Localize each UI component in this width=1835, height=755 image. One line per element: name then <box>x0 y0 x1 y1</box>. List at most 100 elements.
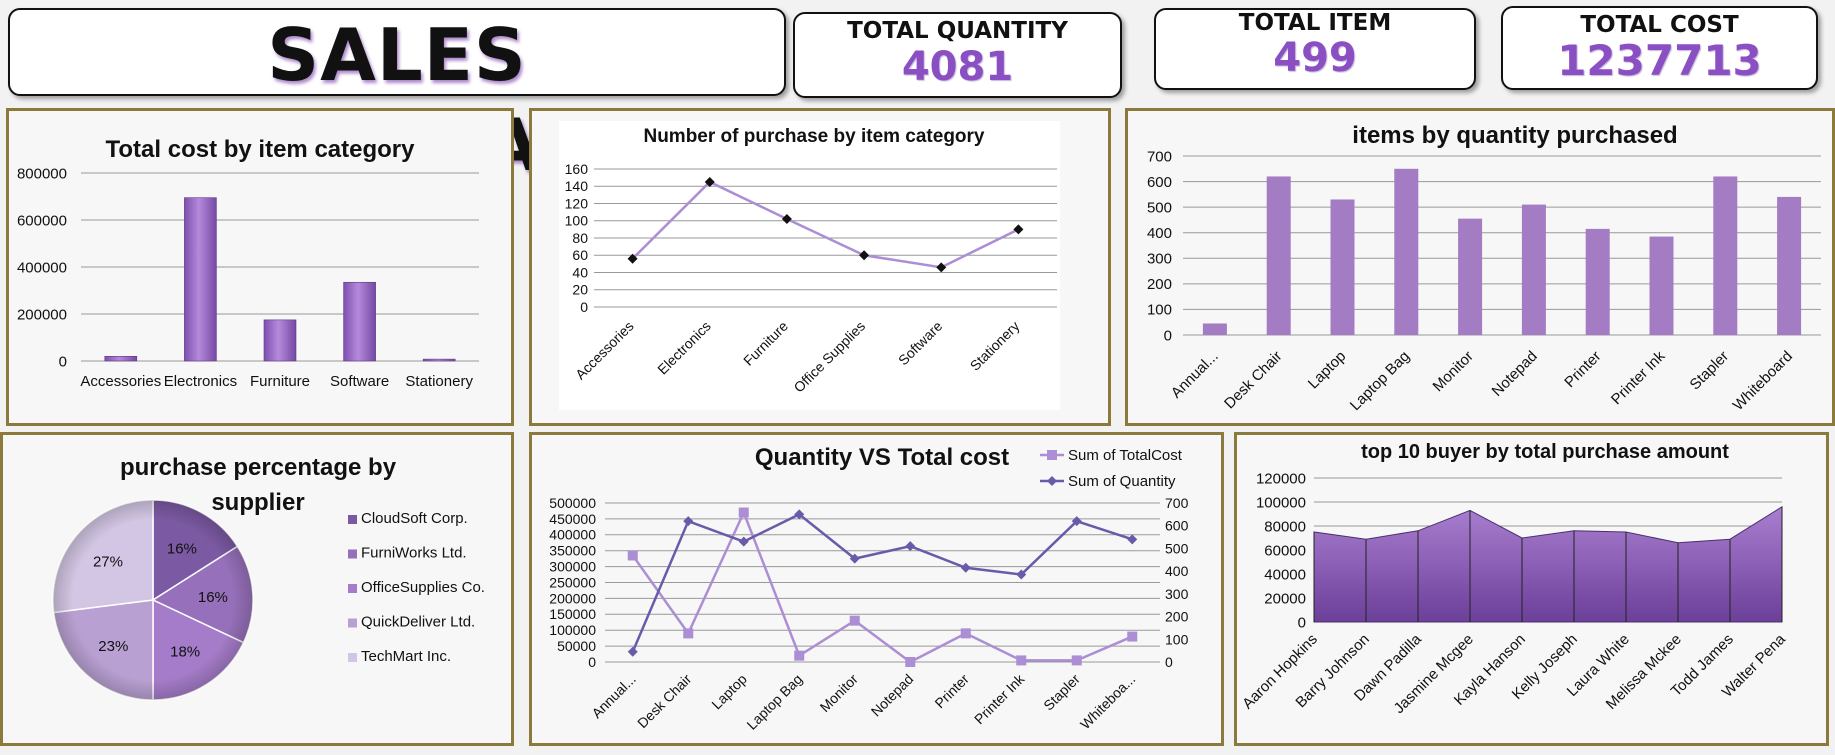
y-tick-label: 200000 <box>549 590 596 606</box>
y-tick-label: 0 <box>1298 614 1306 631</box>
bar <box>1713 176 1738 335</box>
y-tick-label: 700 <box>1147 148 1172 165</box>
legend-swatch <box>348 653 357 662</box>
panel-items-by-quantity: items by quantity purchased 0 100 200 300 400… <box>1125 108 1835 426</box>
chart-title: supplier <box>211 489 304 516</box>
data-point-total-cost <box>849 615 860 626</box>
data-point-total-cost <box>905 657 916 667</box>
y-tick-label: 400000 <box>549 527 596 543</box>
x-tick-label: Accessories <box>80 373 161 390</box>
y-tick-label: 800000 <box>17 165 67 182</box>
data-point-quantity <box>905 541 916 552</box>
kpi-total-quantity: TOTAL QUANTITY 4081 <box>793 12 1122 98</box>
chart-title: Total cost by item category <box>106 136 416 163</box>
data-point-quantity <box>960 562 971 573</box>
kpi-label: TOTAL QUANTITY <box>847 18 1068 44</box>
data-point <box>936 262 947 273</box>
y-tick-label: 0 <box>580 299 588 315</box>
legend-swatch <box>348 515 357 524</box>
data-point-quantity <box>1016 569 1027 580</box>
y-tick-label: 100000 <box>1256 494 1306 511</box>
legend-label: TechMart Inc. <box>361 648 451 665</box>
y-tick-label: 120000 <box>1256 470 1306 487</box>
y2-tick-label: 0 <box>1165 654 1173 670</box>
x-tick-label: Notepad <box>868 671 917 720</box>
dashboard-title-card: SALES DASHBOARD <box>8 8 786 187</box>
legend-marker-quantity <box>1047 476 1057 486</box>
x-tick-label: Whiteboa... <box>1077 671 1138 732</box>
panel-purchases-by-category: Number of purchase by item category 0 20 40… <box>529 108 1111 426</box>
panel-top-buyers: top 10 buyer by total purchase amount 0 20… <box>1234 432 1829 746</box>
chart-top-buyers: top 10 buyer by total purchase amount 0 20… <box>1239 441 1789 717</box>
x-tick-label: Monitor <box>817 671 862 716</box>
series-line <box>631 180 1019 269</box>
bar <box>1266 176 1291 335</box>
y-tick-label: 250000 <box>549 574 596 590</box>
y2-tick-label: 200 <box>1165 609 1189 625</box>
y2-tick-label: 700 <box>1165 495 1189 511</box>
y-tick-label: 160 <box>565 161 589 177</box>
pie-shading <box>53 500 253 700</box>
kpi-value: 1237713 <box>1557 36 1762 85</box>
legend-label: OfficeSupplies Co. <box>361 579 485 596</box>
kpi-label: TOTAL COST <box>1580 12 1739 38</box>
y-tick-label: 120 <box>565 195 589 211</box>
y-tick-label: 150000 <box>549 606 596 622</box>
y-tick-label: 0 <box>59 353 67 370</box>
y-tick-label: 600000 <box>17 212 67 229</box>
y-tick-label: 60 <box>572 247 588 263</box>
chart-title: items by quantity purchased <box>1352 122 1677 149</box>
data-point <box>859 250 870 261</box>
x-tick-label: Laptop Bag <box>1347 348 1413 414</box>
legend-label: QuickDeliver Ltd. <box>361 614 475 631</box>
data-point <box>1013 224 1024 235</box>
data-point-quantity <box>1071 516 1082 527</box>
kpi-total-item: TOTAL ITEM 499 <box>1154 8 1476 90</box>
kpi-value: 499 <box>1273 35 1357 81</box>
kpi-label: TOTAL ITEM <box>1238 10 1392 36</box>
chart-title: Quantity VS Total cost <box>755 444 1009 471</box>
y-tick-label: 20000 <box>1264 590 1306 607</box>
x-tick-label: Laptop <box>1305 348 1349 392</box>
data-point-quantity <box>794 509 805 520</box>
data-point-quantity <box>683 516 694 527</box>
bar <box>1202 323 1227 335</box>
series-line-quantity <box>631 512 1133 653</box>
y-tick-label: 350000 <box>549 543 596 559</box>
x-tick-label: Stationery <box>405 373 473 390</box>
bar <box>343 281 376 362</box>
x-tick-label: Printer Ink <box>971 670 1028 727</box>
bar <box>1649 236 1674 335</box>
y-tick-label: 140 <box>565 178 589 194</box>
chart-quantity-vs-cost: Quantity VS Total cost050000100000150000… <box>549 444 1189 733</box>
x-tick-label: Printer Ink <box>1608 347 1669 408</box>
x-tick-label: Furniture <box>740 318 791 369</box>
x-tick-label: Printer <box>931 671 972 712</box>
x-tick-label: Electronics <box>164 373 237 390</box>
chart-supplier-share: purchase percentage bysupplier16%16%18%2… <box>52 454 485 701</box>
y-tick-label: 450000 <box>549 511 596 527</box>
y2-tick-label: 400 <box>1165 563 1189 579</box>
bar <box>1521 204 1546 335</box>
x-tick-label: Laptop Bag <box>743 671 805 733</box>
y-tick-label: 80000 <box>1264 518 1306 535</box>
y-tick-label: 400000 <box>17 259 67 276</box>
data-point-total-cost <box>627 550 638 561</box>
data-point-quantity <box>849 553 860 564</box>
data-point-total-cost <box>1127 631 1138 642</box>
y-tick-label: 0 <box>588 654 596 670</box>
data-point-quantity <box>1127 534 1138 545</box>
data-point <box>781 214 792 225</box>
chart-items-by-quantity: items by quantity purchased 0 100 200 300 400… <box>1147 122 1821 414</box>
legend-swatch <box>348 549 357 559</box>
y-tick-label: 60000 <box>1264 542 1306 559</box>
y-tick-label: 200 <box>1147 276 1172 293</box>
y-tick-label: 500000 <box>549 495 596 511</box>
data-point-total-cost <box>960 628 971 639</box>
chart-title: purchase percentage by <box>120 454 397 481</box>
data-point-quantity <box>627 646 638 657</box>
y2-tick-label: 600 <box>1165 518 1189 534</box>
data-point <box>704 176 715 187</box>
y-tick-label: 20 <box>572 282 588 298</box>
legend-swatch <box>348 584 357 593</box>
